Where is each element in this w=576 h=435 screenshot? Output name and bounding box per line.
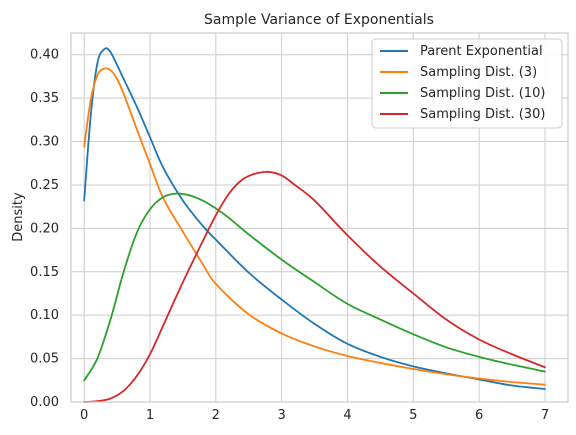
- plot-frame: [70, 32, 569, 403]
- chart-title: Sample Variance of Exponentials: [204, 12, 434, 28]
- y-tick-label-3: 0.15: [30, 265, 59, 280]
- legend-box: [371, 38, 563, 129]
- y-tick-label-4: 0.20: [30, 221, 59, 236]
- x-tick-label-4: 4: [343, 408, 351, 423]
- x-tick-label-1: 1: [146, 408, 154, 423]
- y-tick-label-2: 0.10: [30, 308, 59, 323]
- x-tick-label-3: 3: [278, 408, 286, 423]
- y-tick-layer: 0.00 0.05 0.10 0.15 0.20 0.25 0.30 0.35 0.40: [30, 48, 59, 410]
- x-tick-label-2: 2: [212, 408, 220, 423]
- legend-label-sampling-10: Sampling Dist. (10): [420, 86, 545, 101]
- series-line-1: [83, 67, 546, 386]
- x-tick-label-6: 6: [475, 408, 483, 423]
- legend-label-sampling-30: Sampling Dist. (30): [420, 107, 545, 122]
- y-tick-label-6: 0.30: [30, 135, 59, 150]
- legend-label-parent-exponential: Parent Exponential: [420, 44, 543, 59]
- y-tick-label-1: 0.05: [30, 352, 59, 367]
- y-tick-label-7: 0.35: [30, 91, 59, 106]
- series-layer: [83, 47, 546, 403]
- legend: Parent Exponential Sampling Dist. (3) Sa…: [371, 38, 563, 129]
- x-tick-label-7: 7: [541, 408, 549, 423]
- legend-label-sampling-3: Sampling Dist. (3): [420, 65, 537, 80]
- x-tick-label-5: 5: [409, 408, 417, 423]
- x-tick-label-0: 0: [80, 408, 88, 423]
- y-tick-label-5: 0.25: [30, 178, 59, 193]
- x-tick-layer: 0 1 2 3 4 5 6 7: [80, 408, 549, 423]
- y-tick-label-0: 0.00: [30, 395, 59, 410]
- y-axis-label: Density: [11, 192, 26, 242]
- series-line-2: [83, 192, 546, 382]
- series-line-3: [83, 170, 546, 403]
- y-tick-label-8: 0.40: [30, 48, 59, 63]
